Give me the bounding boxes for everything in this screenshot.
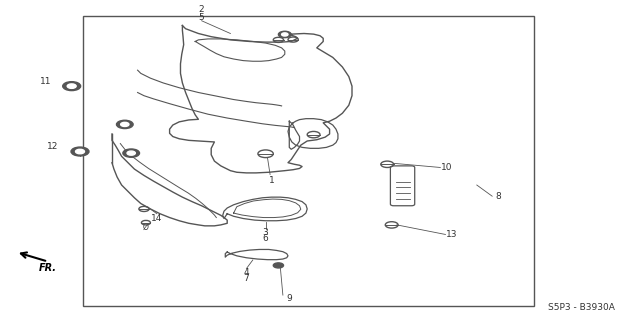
Text: 7: 7 [244, 274, 249, 283]
Circle shape [76, 149, 84, 154]
Text: 3: 3 [263, 228, 268, 237]
Text: 13: 13 [446, 230, 458, 239]
Circle shape [123, 149, 140, 157]
Text: 12: 12 [47, 142, 58, 151]
Text: S5P3 - B3930A: S5P3 - B3930A [548, 303, 614, 312]
Circle shape [63, 82, 81, 91]
Text: 9: 9 [287, 294, 292, 303]
Circle shape [121, 122, 129, 127]
Text: 10: 10 [441, 163, 452, 172]
Text: 4: 4 [244, 268, 249, 277]
Text: 2: 2 [199, 5, 204, 14]
Text: 11: 11 [40, 77, 52, 86]
Text: 8: 8 [495, 192, 500, 201]
Text: 1: 1 [269, 176, 275, 185]
Text: FR.: FR. [39, 263, 57, 273]
Bar [83, 16, 534, 306]
Text: 5: 5 [199, 13, 204, 22]
Circle shape [67, 84, 76, 88]
Circle shape [282, 33, 288, 36]
Circle shape [116, 120, 133, 129]
Circle shape [273, 263, 284, 268]
Text: Ø: Ø [143, 223, 149, 232]
Circle shape [127, 151, 136, 155]
Text: 6: 6 [263, 234, 268, 243]
Circle shape [278, 31, 291, 38]
Circle shape [71, 147, 89, 156]
Text: 14: 14 [151, 214, 163, 223]
